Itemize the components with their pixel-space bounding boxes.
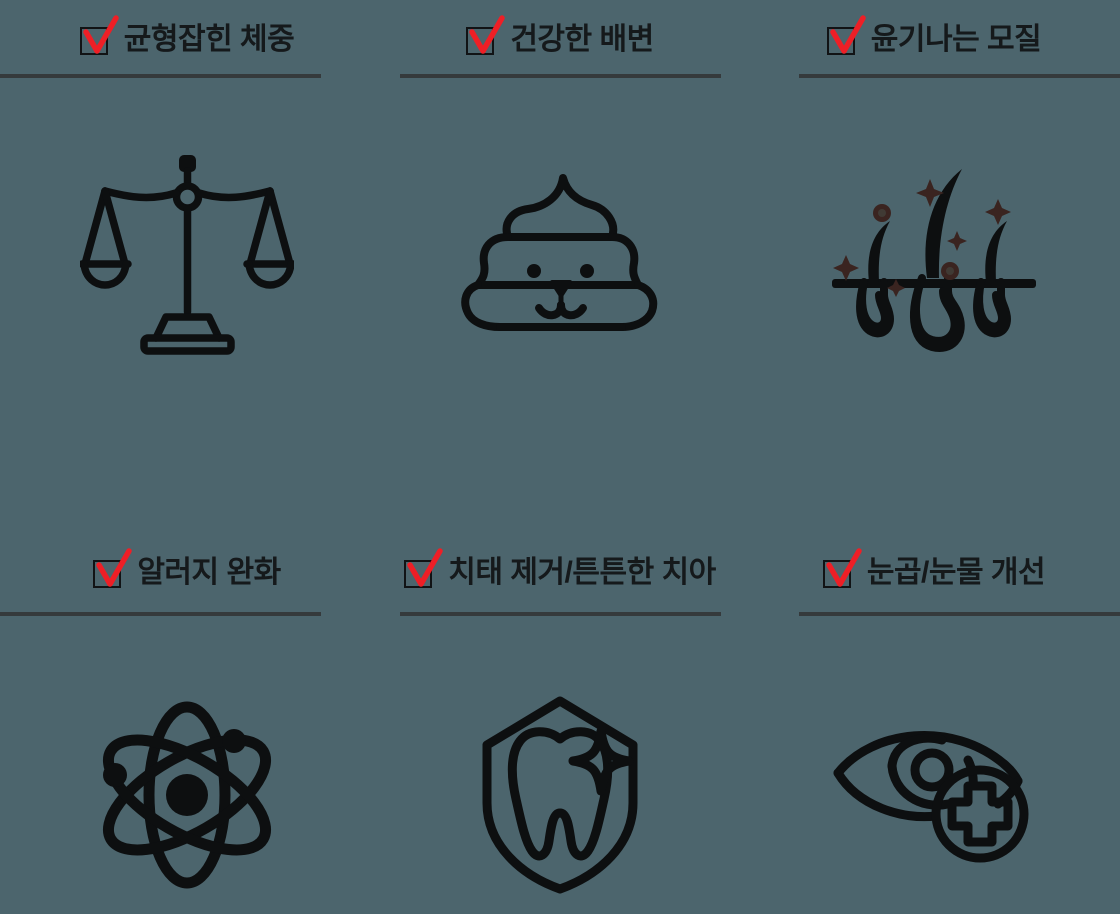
- sparkle-group: [832, 179, 1011, 297]
- atom-nucleus: [165, 774, 208, 816]
- icon-area-allergy-relief: [0, 650, 373, 914]
- feature-label-eye-care: 눈곱/눈물 개선: [866, 556, 1046, 589]
- feature-label-healthy-bowel: 건강한 배변: [510, 23, 654, 56]
- icon-area-dental-care: [373, 650, 746, 914]
- feature-header-healthy-bowel: 건강한 배변: [373, 12, 746, 68]
- hair-follicle-sparkle-icon: [831, 169, 1036, 352]
- feature-label-shiny-coat: 윤기나는 모질: [870, 23, 1042, 56]
- feature-header-allergy-relief: 알러지 완화: [0, 545, 373, 601]
- divider-balanced-weight: [0, 74, 321, 78]
- divider-eye-care: [799, 612, 1120, 616]
- atom-electron: [102, 763, 127, 787]
- poop-smile-icon: [460, 174, 657, 331]
- plus-badge-icon: [931, 765, 1028, 863]
- divider-shiny-coat: [799, 74, 1120, 78]
- feature-label-allergy-relief: 알러지 완화: [137, 556, 281, 589]
- divider-allergy-relief: [0, 612, 321, 616]
- icon-area-balanced-weight: [0, 110, 373, 400]
- checkbox-eye-care[interactable]: [822, 548, 862, 590]
- checkbox-square: [93, 560, 122, 588]
- checkbox-square: [404, 560, 433, 588]
- checkbox-square: [822, 560, 851, 588]
- shield-tooth-sparkle-icon: [482, 696, 637, 894]
- icon-area-eye-care: [747, 650, 1120, 914]
- atom-electron: [221, 729, 246, 753]
- sparkle-icon: [568, 726, 633, 796]
- icon-area-shiny-coat: [747, 110, 1120, 400]
- balance-scale-icon: [79, 155, 294, 355]
- atom-icon: [102, 701, 271, 889]
- divider-dental-care: [400, 612, 721, 616]
- feature-label-dental-care: 치태 제거/튼튼한 치아: [448, 556, 716, 589]
- checkbox-allergy-relief[interactable]: [92, 548, 133, 590]
- icon-area-healthy-bowel: [373, 110, 746, 400]
- eye-plus-icon: [833, 731, 1028, 863]
- feature-header-eye-care: 눈곱/눈물 개선: [747, 545, 1120, 601]
- feature-header-dental-care: 치태 제거/튼튼한 치아: [373, 545, 746, 601]
- divider-healthy-bowel: [400, 74, 721, 78]
- checkbox-dental-care[interactable]: [403, 548, 444, 590]
- feature-label-balanced-weight: 균형잡힌 체중: [123, 23, 295, 56]
- feature-cell-healthy-bowel: 건강한 배변: [373, 0, 746, 457]
